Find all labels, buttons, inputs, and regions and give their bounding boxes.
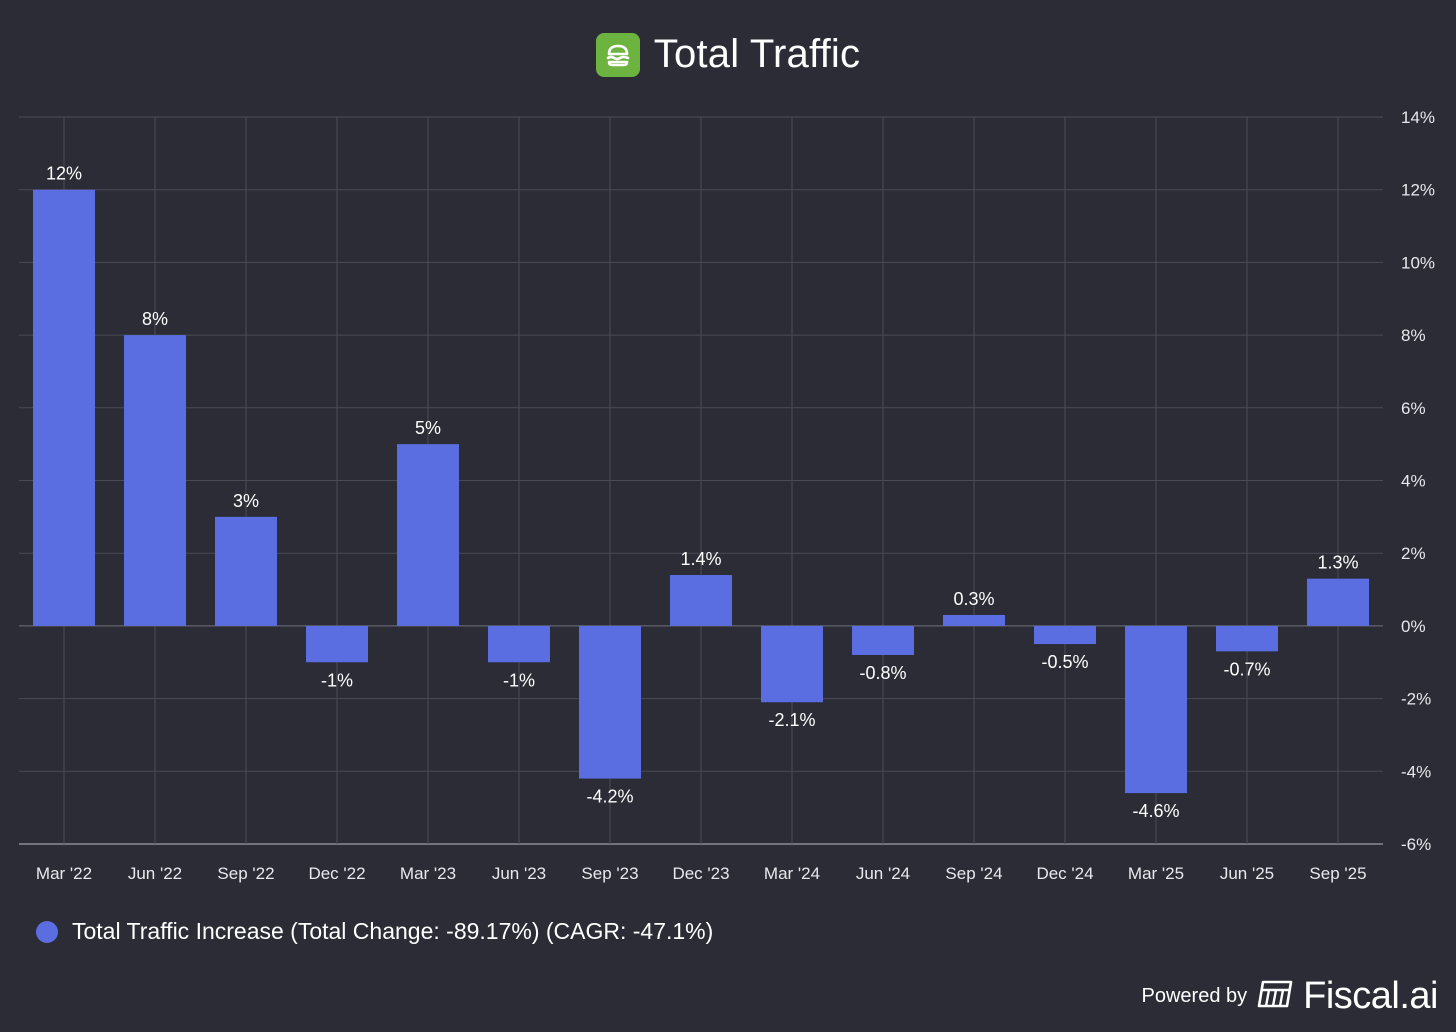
bar-value-label: 1.4%	[680, 549, 721, 569]
x-tick-label: Jun '23	[492, 864, 546, 883]
y-tick-label: 8%	[1401, 326, 1426, 345]
bar-value-label: -0.5%	[1041, 652, 1088, 672]
bar[interactable]	[761, 625, 823, 703]
x-tick-label: Mar '22	[36, 864, 92, 883]
bar[interactable]	[579, 625, 641, 779]
bar[interactable]	[852, 625, 914, 655]
legend-label: Total Traffic Increase (Total Change: -8…	[72, 918, 714, 944]
x-tick-label: Dec '22	[308, 864, 365, 883]
footer: Powered by Fiscal.ai	[1142, 975, 1439, 1018]
x-tick-label: Dec '23	[672, 864, 729, 883]
chart-header: Total Traffic	[0, 0, 1456, 110]
x-tick-label: Jun '24	[856, 864, 910, 883]
bar-value-label: 1.3%	[1317, 553, 1358, 573]
y-tick-label: -2%	[1401, 690, 1431, 709]
x-tick-label: Sep '24	[945, 864, 1002, 883]
bar-value-label: 12%	[46, 164, 82, 184]
fiscal-logo-glyph	[1257, 980, 1293, 1008]
x-axis-ticks: Mar '22 Jun '22 Sep '22 Dec '22 Mar '23 Jun '…	[36, 864, 1367, 883]
bar-value-label: -0.8%	[859, 663, 906, 683]
powered-by-text: Powered by	[1141, 985, 1248, 1007]
bar[interactable]	[33, 189, 95, 626]
y-tick-label: -4%	[1401, 762, 1431, 781]
x-tick-label: Mar '23	[400, 864, 456, 883]
y-tick-label: 6%	[1401, 399, 1426, 418]
y-tick-label: 2%	[1401, 544, 1426, 563]
chart-plot: 12% 8% 3% -1% 5% -1% -4.2% 1.4% -2.1% -0.8% 0.3% -0…	[19, 108, 1435, 883]
bar-value-label: -1%	[321, 670, 353, 690]
bar[interactable]	[397, 444, 459, 626]
title-row: Total Traffic	[0, 32, 1456, 82]
bar[interactable]	[943, 614, 1005, 626]
burger-icon-glyph	[606, 44, 630, 66]
bar[interactable]	[488, 625, 550, 663]
bar-value-label: -0.7%	[1223, 659, 1270, 679]
bar[interactable]	[670, 575, 732, 626]
x-tick-label: Sep '23	[581, 864, 638, 883]
y-tick-label: 14%	[1401, 108, 1435, 127]
bar-value-label: -4.6%	[1132, 801, 1179, 821]
x-tick-label: Mar '25	[1128, 864, 1184, 883]
y-tick-label: 0%	[1401, 617, 1426, 636]
x-tick-label: Mar '24	[764, 864, 820, 883]
chart-title: Total Traffic	[653, 32, 861, 76]
bar-value-label: -1%	[503, 670, 535, 690]
bar[interactable]	[124, 335, 186, 626]
y-tick-label: 10%	[1401, 253, 1435, 272]
bar-value-label: -2.1%	[768, 710, 815, 730]
bar-value-label: 0.3%	[953, 589, 994, 609]
x-tick-label: Jun '22	[128, 864, 182, 883]
legend[interactable]: Total Traffic Increase (Total Change: -8…	[36, 918, 713, 945]
bars	[33, 189, 1369, 794]
x-tick-label: Sep '22	[217, 864, 274, 883]
bar[interactable]	[306, 625, 368, 663]
x-tick-label: Sep '25	[1309, 864, 1366, 883]
fiscal-logo-icon	[1257, 979, 1293, 1014]
bar[interactable]	[215, 516, 277, 626]
bar-value-label: -4.2%	[586, 787, 633, 807]
bar[interactable]	[1034, 625, 1096, 645]
y-tick-label: 12%	[1401, 181, 1435, 200]
data-labels: 12% 8% 3% -1% 5% -1% -4.2% 1.4% -2.1% -0.8% 0.3% -0…	[46, 164, 1359, 821]
burger-icon	[595, 32, 640, 77]
x-tick-label: Jun '25	[1220, 864, 1274, 883]
bar[interactable]	[1125, 625, 1187, 794]
bar-value-label: 3%	[233, 491, 259, 511]
legend-marker	[36, 920, 58, 943]
x-tick-label: Dec '24	[1036, 864, 1093, 883]
bar-value-label: 5%	[415, 418, 441, 438]
y-tick-label: 4%	[1401, 472, 1426, 491]
y-tick-label: -6%	[1401, 835, 1431, 854]
bar-value-label: 8%	[142, 309, 168, 329]
bar[interactable]	[1216, 625, 1278, 652]
y-axis-ticks: 14% 12% 10% 8% 6% 4% 2% 0% -2% -4% -6%	[1401, 108, 1435, 854]
title-group: Total Traffic	[595, 32, 861, 77]
fiscal-brand: Fiscal.ai	[1303, 975, 1438, 1017]
bar[interactable]	[1307, 578, 1369, 626]
